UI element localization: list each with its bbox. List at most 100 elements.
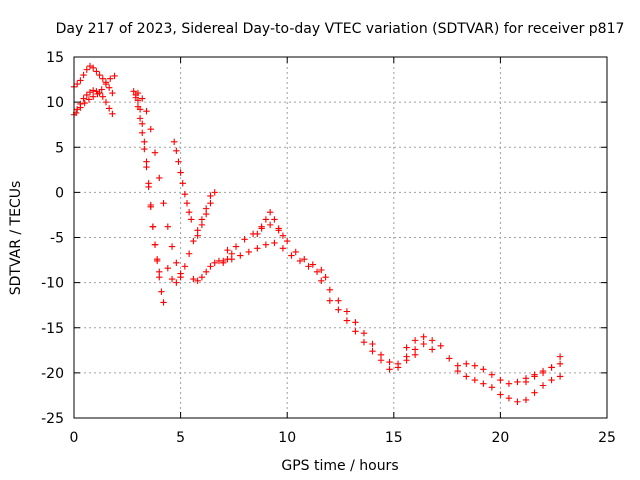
data-point — [454, 367, 461, 375]
data-point — [207, 263, 214, 270]
data-point — [136, 115, 144, 122]
data-point — [139, 129, 146, 137]
data-point — [99, 75, 106, 82]
data-point — [386, 366, 393, 373]
data-point — [497, 376, 504, 384]
data-point — [85, 96, 93, 103]
data-point — [377, 351, 385, 359]
chart-title: Day 217 of 2023, Sidereal Day-to-day VTE… — [56, 21, 625, 37]
data-point — [386, 358, 393, 366]
data-point — [183, 200, 191, 207]
data-point — [130, 88, 137, 95]
data-point — [99, 93, 106, 100]
data-point — [266, 209, 274, 216]
data-point — [488, 384, 496, 391]
data-point — [335, 297, 342, 304]
data-point — [522, 396, 530, 404]
data-point — [420, 340, 427, 348]
data-point — [141, 145, 148, 153]
data-point — [232, 243, 240, 250]
x-axis-title: GPS time / hours — [281, 458, 398, 474]
data-point — [190, 275, 197, 283]
data-point — [83, 66, 90, 73]
data-point — [254, 230, 261, 238]
data-point — [89, 87, 97, 94]
data-point — [202, 205, 210, 212]
data-point — [343, 308, 351, 315]
data-point — [181, 190, 189, 198]
tick-labels: 0 5 10 15 20 25 15 10 5 0 -5 -10 -15 -20 -25 — [41, 50, 616, 446]
data-point — [288, 252, 295, 259]
data-point — [428, 337, 436, 344]
x-tick-label: 25 — [598, 430, 616, 446]
data-point — [143, 163, 150, 171]
data-point — [505, 394, 513, 402]
data-point — [134, 89, 142, 97]
data-point — [102, 98, 110, 106]
data-point — [198, 221, 206, 229]
data-point — [141, 138, 148, 146]
data-point — [207, 200, 214, 207]
data-point — [153, 255, 161, 263]
data-point — [245, 248, 253, 256]
y-tick-label: 0 — [55, 185, 64, 201]
data-point — [164, 264, 172, 272]
data-point — [147, 201, 154, 209]
data-point — [322, 274, 329, 281]
data-point — [149, 223, 157, 230]
data-point — [377, 357, 385, 364]
x-tick-label: 10 — [278, 430, 296, 446]
data-point — [437, 342, 444, 349]
data-point — [411, 351, 419, 359]
data-point — [173, 279, 180, 286]
data-point — [514, 398, 521, 405]
data-point — [292, 248, 299, 256]
data-point — [403, 344, 410, 351]
data-point — [98, 86, 105, 93]
y-tick-label: -25 — [41, 411, 64, 427]
data-point — [254, 245, 261, 252]
data-point — [471, 362, 479, 369]
data-point — [171, 138, 178, 146]
data-point — [80, 95, 87, 102]
data-point — [164, 223, 172, 230]
data-point — [105, 105, 113, 112]
data-point — [531, 373, 538, 380]
y-axis-title: SDTVAR / TECUs — [8, 181, 24, 296]
data-point — [151, 149, 159, 156]
data-point — [352, 319, 359, 326]
data-point — [318, 266, 325, 274]
data-point — [335, 306, 342, 313]
data-point — [411, 337, 419, 344]
data-point — [556, 373, 564, 380]
data-point — [107, 75, 114, 82]
data-point — [241, 236, 248, 243]
data-point — [309, 261, 316, 268]
data-point — [446, 355, 453, 362]
data-point — [160, 299, 167, 306]
data-point — [156, 174, 163, 182]
y-tick-label: -15 — [41, 321, 64, 337]
data-point — [194, 277, 201, 285]
data-point — [80, 71, 87, 79]
data-point — [403, 357, 410, 364]
data-point — [102, 80, 110, 88]
data-point — [480, 380, 487, 387]
data-point — [109, 89, 116, 97]
data-point — [258, 223, 265, 230]
data-point — [305, 263, 312, 270]
data-point — [531, 389, 538, 396]
data-point — [471, 376, 479, 384]
data-point — [301, 255, 308, 263]
x-tick-label: 5 — [176, 430, 185, 446]
data-point — [168, 243, 176, 250]
data-point — [211, 259, 218, 266]
data-point — [105, 84, 113, 91]
data-point — [89, 93, 97, 100]
y-tick-label: 15 — [46, 50, 64, 66]
data-point — [539, 382, 547, 389]
data-point — [454, 362, 461, 369]
data-point — [96, 71, 103, 79]
data-point — [194, 232, 201, 239]
x-tick-label: 15 — [385, 430, 403, 446]
